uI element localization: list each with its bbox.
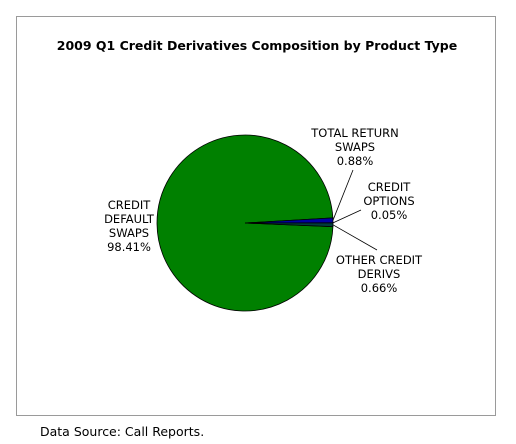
slice-label-credit-options: OPTIONS bbox=[363, 194, 414, 208]
chart-title: 2009 Q1 Credit Derivatives Composition b… bbox=[57, 38, 457, 53]
chart-frame: 2009 Q1 Credit Derivatives Composition b… bbox=[16, 16, 496, 416]
pie-chart: 2009 Q1 Credit Derivatives Composition b… bbox=[57, 38, 457, 312]
leader-line-credit-options bbox=[332, 209, 362, 224]
slice-label-other-credit-derivs: DERIVS bbox=[358, 267, 401, 281]
leader-line-total-return-swaps bbox=[332, 169, 354, 221]
data-source-note: Data Source: Call Reports. bbox=[40, 424, 205, 439]
slice-value-credit-default-swaps: 98.41% bbox=[107, 240, 151, 254]
leader-line-other-credit-derivs bbox=[332, 224, 378, 251]
pie-slice-credit-default-swaps bbox=[156, 134, 334, 312]
slice-label-total-return-swaps: TOTAL RETURN bbox=[310, 126, 398, 140]
slice-value-total-return-swaps: 0.88% bbox=[337, 154, 374, 168]
slice-value-other-credit-derivs: 0.66% bbox=[361, 281, 398, 295]
slice-label-credit-default-swaps: SWAPS bbox=[109, 226, 149, 240]
slice-value-credit-options: 0.05% bbox=[371, 208, 408, 222]
slice-label-credit-default-swaps: DEFAULT bbox=[104, 212, 155, 226]
slice-label-credit-default-swaps: CREDIT bbox=[108, 198, 152, 212]
pie-slice-other-credit-derivs bbox=[244, 222, 334, 228]
slice-label-other-credit-derivs: OTHER CREDIT bbox=[336, 253, 423, 267]
slice-label-credit-options: CREDIT bbox=[368, 180, 412, 194]
slice-label-total-return-swaps: SWAPS bbox=[335, 140, 375, 154]
